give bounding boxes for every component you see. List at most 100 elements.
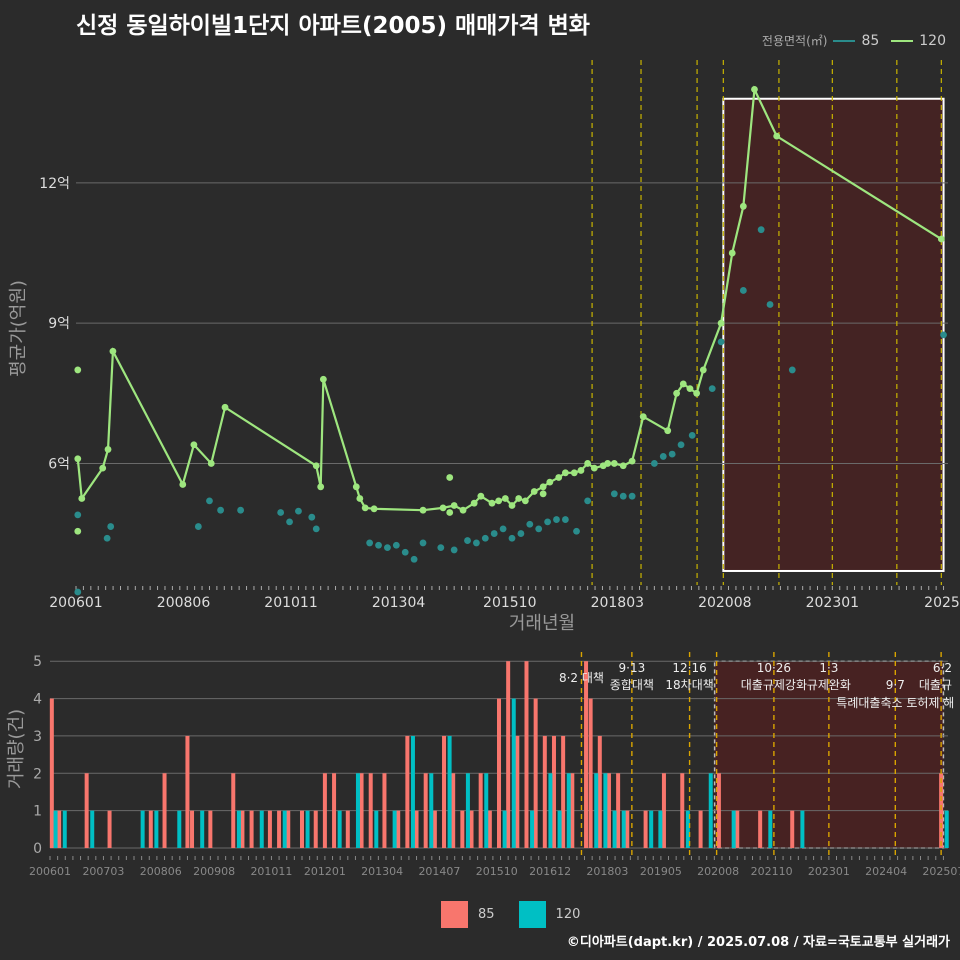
point-85 (650, 460, 658, 467)
policy-annotation: 12·16 (672, 661, 706, 675)
x-tick-label: 200601 (49, 595, 102, 611)
point-120 (679, 380, 687, 388)
bar-120 (465, 773, 470, 848)
bar-85 (423, 773, 428, 848)
point-85 (312, 525, 320, 533)
point-85 (517, 530, 525, 537)
x-tick-label: 201510 (476, 865, 518, 878)
point-85 (74, 511, 82, 519)
policy-annotation: 대출규제강화 (741, 678, 807, 692)
bar-85 (478, 773, 483, 848)
bar-85 (625, 810, 630, 848)
point-120 (604, 460, 612, 467)
point-120 (317, 483, 325, 491)
point-85 (277, 509, 285, 516)
x-tick-label: 201011 (250, 865, 292, 878)
bar-85 (208, 810, 213, 848)
bar-120 (90, 810, 95, 848)
bar-120 (410, 735, 415, 848)
bar-85 (277, 810, 282, 848)
point-85 (217, 506, 224, 514)
x-tick-label: 202110 (751, 865, 793, 878)
bar-85 (551, 735, 556, 848)
point-85 (473, 539, 480, 547)
bar-85 (680, 773, 685, 848)
bar-85 (332, 773, 337, 848)
bar-85 (584, 661, 589, 848)
point-85 (375, 541, 382, 549)
x-tick-label: 202507 (922, 865, 960, 878)
bar-120 (200, 810, 205, 848)
point-120 (439, 504, 447, 512)
bar-85 (57, 810, 62, 848)
point-85 (677, 441, 685, 449)
point-120 (555, 474, 563, 481)
point-120 (570, 469, 578, 477)
x-tick-label: 201803 (586, 865, 628, 878)
point-85 (573, 527, 580, 535)
x-tick-label: 2025 (924, 595, 960, 611)
point-120 (190, 441, 198, 449)
bar-85 (542, 735, 547, 848)
point-85 (628, 492, 636, 500)
point-120 (319, 375, 327, 383)
point-120 (74, 455, 82, 463)
point-85 (535, 525, 543, 533)
point-85 (717, 338, 725, 346)
point-85 (584, 497, 592, 505)
bar-85 (185, 735, 190, 848)
bar-85 (616, 773, 621, 848)
point-120 (590, 464, 598, 472)
legend-swatch-85 (833, 39, 856, 42)
point-85 (107, 523, 115, 530)
x-tick-label: 202008 (697, 865, 739, 878)
policy-annotation: 6·2 (933, 661, 952, 675)
point-120 (352, 483, 360, 491)
x-tick-label: 201304 (361, 865, 403, 878)
bar-120 (548, 773, 553, 848)
bar-120 (62, 810, 67, 848)
bar-120 (557, 810, 562, 848)
policy-annotation: 특례대출축소 토허제 해 (836, 696, 954, 710)
bar-85 (107, 810, 112, 848)
bar-85 (231, 773, 236, 848)
bar-85 (460, 810, 465, 848)
bar-85 (790, 810, 795, 848)
bar-120 (502, 810, 507, 848)
point-85 (553, 516, 560, 523)
bar-85 (49, 698, 54, 848)
bar-85 (148, 810, 153, 848)
point-120 (207, 460, 215, 467)
bar-85 (414, 810, 419, 848)
bar-120 (800, 810, 805, 848)
point-85 (103, 534, 111, 542)
point-120 (74, 366, 82, 374)
point-120 (717, 319, 725, 327)
point-120 (501, 495, 509, 502)
point-120 (446, 474, 454, 481)
point-120 (539, 490, 547, 498)
bar-85 (698, 810, 703, 848)
legend-box-85 (441, 901, 468, 928)
bar-120 (355, 773, 360, 848)
bar-120 (944, 810, 949, 848)
point-85 (688, 431, 696, 439)
point-85 (940, 331, 947, 339)
bar-85 (405, 735, 410, 848)
bar-85 (735, 810, 740, 848)
bar-85 (240, 810, 245, 848)
y-tick-label: 12억 (39, 176, 70, 192)
x-tick-label: 200601 (29, 865, 71, 878)
bar-120 (259, 810, 264, 848)
policy-annotation: 18차대책 (665, 677, 713, 692)
point-85 (410, 555, 418, 563)
bar-85 (487, 810, 492, 848)
x-tick-label: 202008 (698, 595, 751, 611)
bar-85 (382, 773, 387, 848)
bar-85 (368, 773, 373, 848)
point-120 (699, 366, 707, 374)
point-120 (739, 202, 747, 210)
policy-annotation: 규제완화 (807, 678, 851, 692)
bar-85 (597, 735, 602, 848)
